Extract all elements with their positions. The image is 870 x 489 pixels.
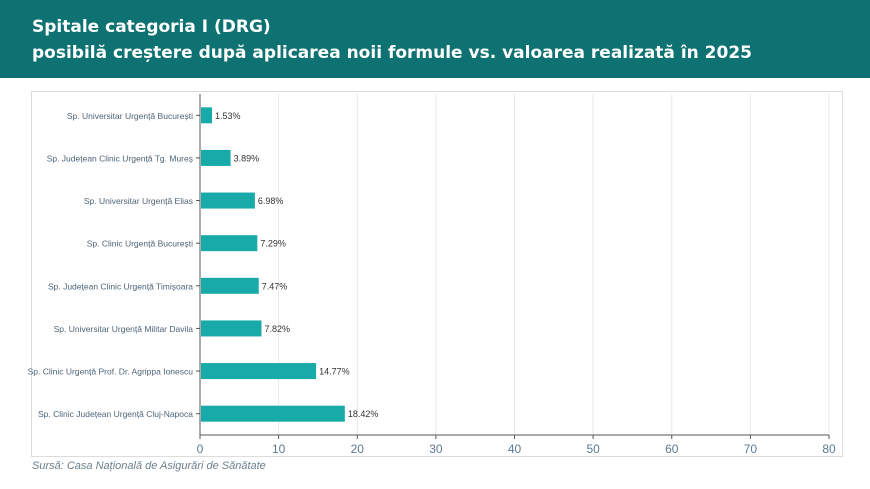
header-banner: Spitale categoria I (DRG) posibilă creșt… [0,0,870,78]
category-label: Sp. Clinic Urgență Prof. Dr. Agrippa Ion… [28,367,194,377]
data-label: 14.77% [319,367,350,377]
x-tick-label: 30 [429,442,443,456]
bar [201,363,317,380]
data-label: 6.98% [258,196,284,206]
x-tick-label: 10 [272,442,286,456]
bar [201,192,255,209]
bar [201,320,262,337]
x-tick-label: 0 [197,442,204,456]
x-tick-label: 20 [351,442,365,456]
bar [201,405,345,422]
chart-title: Spitale categoria I (DRG) [32,17,271,37]
x-tick-label: 50 [586,442,600,456]
category-label: Sp. Clinic Urgență București [87,239,193,249]
data-label: 1.53% [215,111,241,121]
data-label: 7.47% [262,281,288,291]
data-label: 3.89% [234,153,260,163]
chart-panel [31,91,843,457]
data-label: 18.42% [348,409,379,419]
category-label: Sp. Universitar Urgență Militar Davila [54,324,194,334]
category-label: Sp. Universitar Urgență Elias [84,196,193,206]
source-note: Sursă: Casa Națională de Asigurări de Să… [32,460,266,472]
category-label: Sp. Clinic Județean Urgență Cluj-Napoca [38,409,193,419]
bar [201,277,259,294]
category-label: Sp. Județean Clinic Urgență Tg. Mureș [47,153,193,163]
x-tick-label: 60 [665,442,679,456]
chart-subtitle: posibilă creștere după aplicarea noii fo… [32,43,752,63]
bar [201,149,231,166]
x-tick-label: 40 [508,442,522,456]
category-label: Sp. Universitar Urgență București [67,111,193,121]
data-label: 7.82% [264,324,290,334]
data-label: 7.29% [260,239,286,249]
bar [201,107,213,124]
category-label: Sp. Județean Clinic Urgență Timișoara [48,281,193,291]
bar [201,235,258,252]
x-tick-label: 70 [744,442,758,456]
x-tick-label: 80 [822,442,836,456]
